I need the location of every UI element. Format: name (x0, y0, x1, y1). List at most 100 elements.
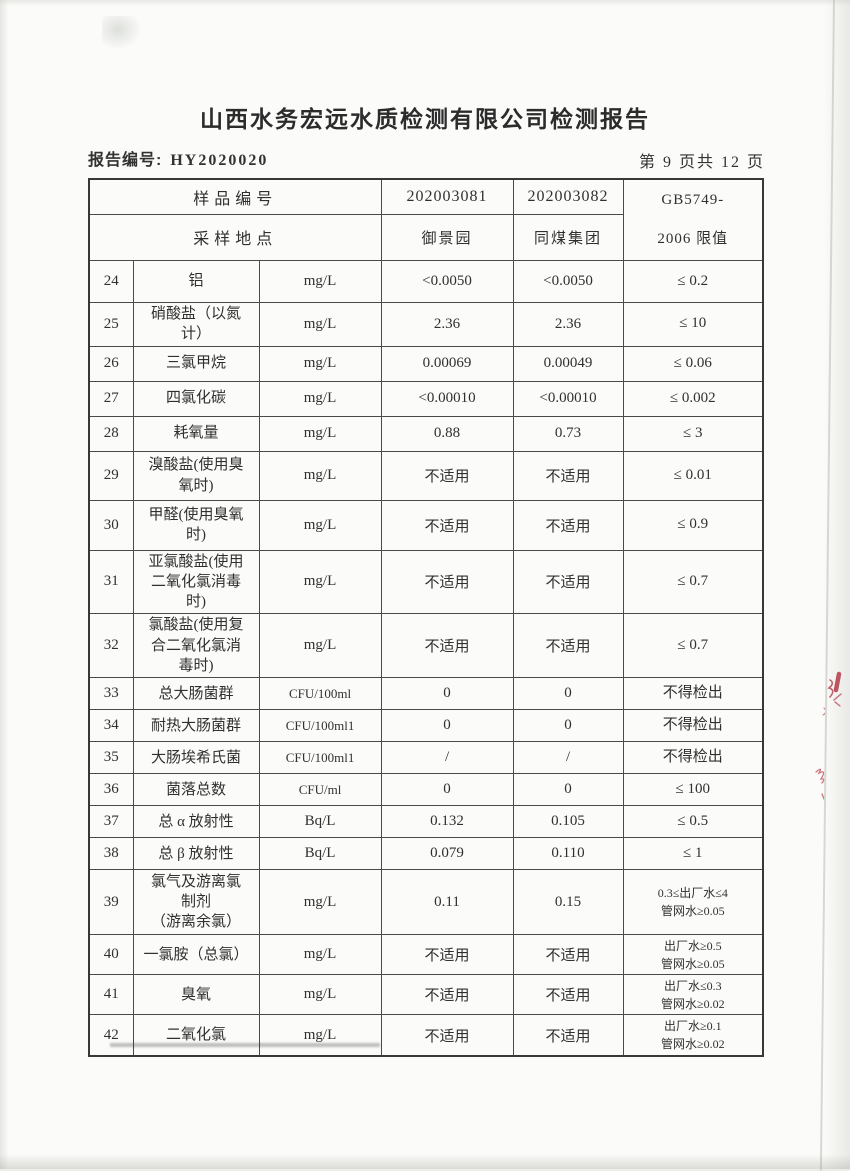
limit-value: 不得检出 (622, 677, 764, 711)
table-row: 27 四氯化碳 mg/L <0.00010 <0.00010 ≤ 0.002 (88, 380, 764, 417)
table-row: 28 耗氧量 mg/L 0.88 0.73 ≤ 3 (88, 415, 764, 452)
scan-smear-bottom (110, 1043, 380, 1047)
sample1-value: 不适用 (380, 934, 514, 976)
scan-smudge-top-left (102, 16, 142, 50)
sample2-value: 0.15 (512, 869, 624, 936)
param-unit: Bq/L (258, 837, 382, 871)
param-name: 氯气及游离氯 制剂 （游离余氯） (132, 869, 260, 936)
param-unit: mg/L (258, 260, 382, 303)
sample2-value: 不适用 (512, 934, 624, 976)
header-sample-no-label: 样品编号 (88, 178, 382, 215)
row-number: 39 (88, 869, 134, 936)
param-unit: mg/L (258, 499, 382, 551)
sample2-value: / (512, 741, 624, 775)
limit-value: ≤ 3 (622, 415, 764, 452)
sample2-value: <0.0050 (512, 260, 624, 303)
limit-value: 0.3≤出厂水≤4 管网水≥0.05 (622, 869, 764, 936)
row-number: 29 (88, 450, 134, 501)
param-name: 菌落总数 (132, 773, 260, 807)
table-row: 26 三氯甲烷 mg/L 0.00069 0.00049 ≤ 0.06 (88, 345, 764, 382)
report-number-value: HY2020020 (170, 152, 269, 169)
table-row: 30 甲醛(使用臭氧 时) mg/L 不适用 不适用 ≤ 0.9 (88, 499, 764, 551)
limit-value: ≤ 0.002 (622, 380, 764, 417)
table-row: 25 硝酸盐（以氮 计） mg/L 2.36 2.36 ≤ 10 (88, 302, 764, 347)
param-name: 甲醛(使用臭氧 时) (132, 499, 260, 551)
table-row: 40 一氯胺（总氯） mg/L 不适用 不适用 出厂水≥0.5 管网水≥0.05 (88, 934, 764, 976)
table-row: 33 总大肠菌群 CFU/100ml 0 0 不得检出 (88, 677, 764, 711)
header-sample2-id: 202003082 (512, 178, 624, 215)
sample2-value: 0.105 (512, 805, 624, 839)
limit-value: ≤ 0.7 (622, 549, 764, 615)
table-row: 29 溴酸盐(使用臭 氧时) mg/L 不适用 不适用 ≤ 0.01 (88, 450, 764, 501)
header-sample1-id: 202003081 (380, 178, 514, 215)
row-number: 35 (88, 741, 134, 775)
param-name: 大肠埃希氏菌 (132, 741, 260, 775)
param-unit: mg/L (258, 1014, 382, 1057)
table-row: 32 氯酸盐(使用复 合二氧化氯消 毒时) mg/L 不适用 不适用 ≤ 0.7 (88, 613, 764, 679)
row-number: 40 (88, 934, 134, 976)
table-header-row-1: 样品编号 202003081 202003082 GB5749- 2006 限值 (88, 178, 764, 261)
table-row: 37 总 α 放射性 Bq/L 0.132 0.105 ≤ 0.5 (88, 805, 764, 839)
param-unit: mg/L (258, 613, 382, 679)
sample2-value: 0 (512, 709, 624, 743)
limit-value: ≤ 0.7 (622, 613, 764, 679)
table-row: 24 铝 mg/L <0.0050 <0.0050 ≤ 0.2 (88, 260, 764, 303)
sample2-value: 不适用 (512, 549, 624, 615)
limit-value: 出厂水≥0.1 管网水≥0.02 (622, 1014, 764, 1057)
limit-value: 不得检出 (622, 741, 764, 775)
sample2-value: 2.36 (512, 302, 624, 347)
sample1-value: 不适用 (380, 974, 514, 1016)
param-unit: mg/L (258, 415, 382, 452)
limit-value: ≤ 1 (622, 837, 764, 871)
sample1-value: 0.079 (380, 837, 514, 871)
table-row: 36 菌落总数 CFU/ml 0 0 ≤ 100 (88, 773, 764, 807)
row-number: 30 (88, 499, 134, 551)
row-number: 25 (88, 302, 134, 347)
sample2-value: 0.110 (512, 837, 624, 871)
limit-value: ≤ 10 (622, 302, 764, 347)
row-number: 42 (88, 1014, 134, 1057)
param-unit: mg/L (258, 869, 382, 936)
sample1-value: 0.11 (380, 869, 514, 936)
header-sampling-location-label: 采样地点 (88, 213, 382, 262)
param-unit: CFU/ml (258, 773, 382, 807)
limit-value: 出厂水≥0.5 管网水≥0.05 (622, 934, 764, 976)
param-name: 溴酸盐(使用臭 氧时) (132, 450, 260, 501)
sample1-value: 2.36 (380, 302, 514, 347)
param-name: 四氯化碳 (132, 380, 260, 417)
param-name: 二氧化氯 (132, 1014, 260, 1057)
scan-edge-left (0, 0, 9, 1169)
header-sample2-location: 同煤集团 (512, 213, 624, 262)
header-limit-label: GB5749- 2006 限值 (622, 178, 764, 261)
limit-value: ≤ 0.9 (622, 499, 764, 551)
param-name: 耗氧量 (132, 415, 260, 452)
table-body: 24 铝 mg/L <0.0050 <0.0050 ≤ 0.2 25 硝酸盐（以氮 计） mg/… (88, 260, 764, 1057)
limit-value: ≤ 0.2 (622, 260, 764, 303)
row-number: 34 (88, 709, 134, 743)
report-number-label: 报告编号: (88, 152, 163, 169)
table-row: 35 大肠埃希氏菌 CFU/100ml1// 不得检出 (88, 741, 764, 775)
row-number: 38 (88, 837, 134, 871)
sample1-value: 0.88 (380, 415, 514, 452)
sample2-value: <0.00010 (512, 380, 624, 417)
param-name: 硝酸盐（以氮 计） (132, 302, 260, 347)
param-unit: mg/L (258, 380, 382, 417)
sample1-value: 不适用 (380, 613, 514, 679)
sample1-value: <0.00010 (380, 380, 514, 417)
param-name: 总大肠菌群 (132, 677, 260, 711)
sample1-value: 0.00069 (380, 345, 514, 382)
param-name: 氯酸盐(使用复 合二氧化氯消 毒时) (132, 613, 260, 679)
limit-value: 不得检出 (622, 709, 764, 743)
sample2-value: 0.73 (512, 415, 624, 452)
table-row: 31 亚氯酸盐(使用 二氧化氯消毒 时) mg/L 不适用 不适用 ≤ 0.7 (88, 549, 764, 615)
table-row: 38 总 β 放射性 Bq/L 0.079 0.110 ≤ 1 (88, 837, 764, 871)
param-name: 总 β 放射性 (132, 837, 260, 871)
sample2-value: 不适用 (512, 499, 624, 551)
sample2-value: 不适用 (512, 974, 624, 1016)
row-number: 37 (88, 805, 134, 839)
row-number: 32 (88, 613, 134, 679)
row-number: 36 (88, 773, 134, 807)
param-name: 耐热大肠菌群 (132, 709, 260, 743)
sample2-value: 不适用 (512, 1014, 624, 1057)
